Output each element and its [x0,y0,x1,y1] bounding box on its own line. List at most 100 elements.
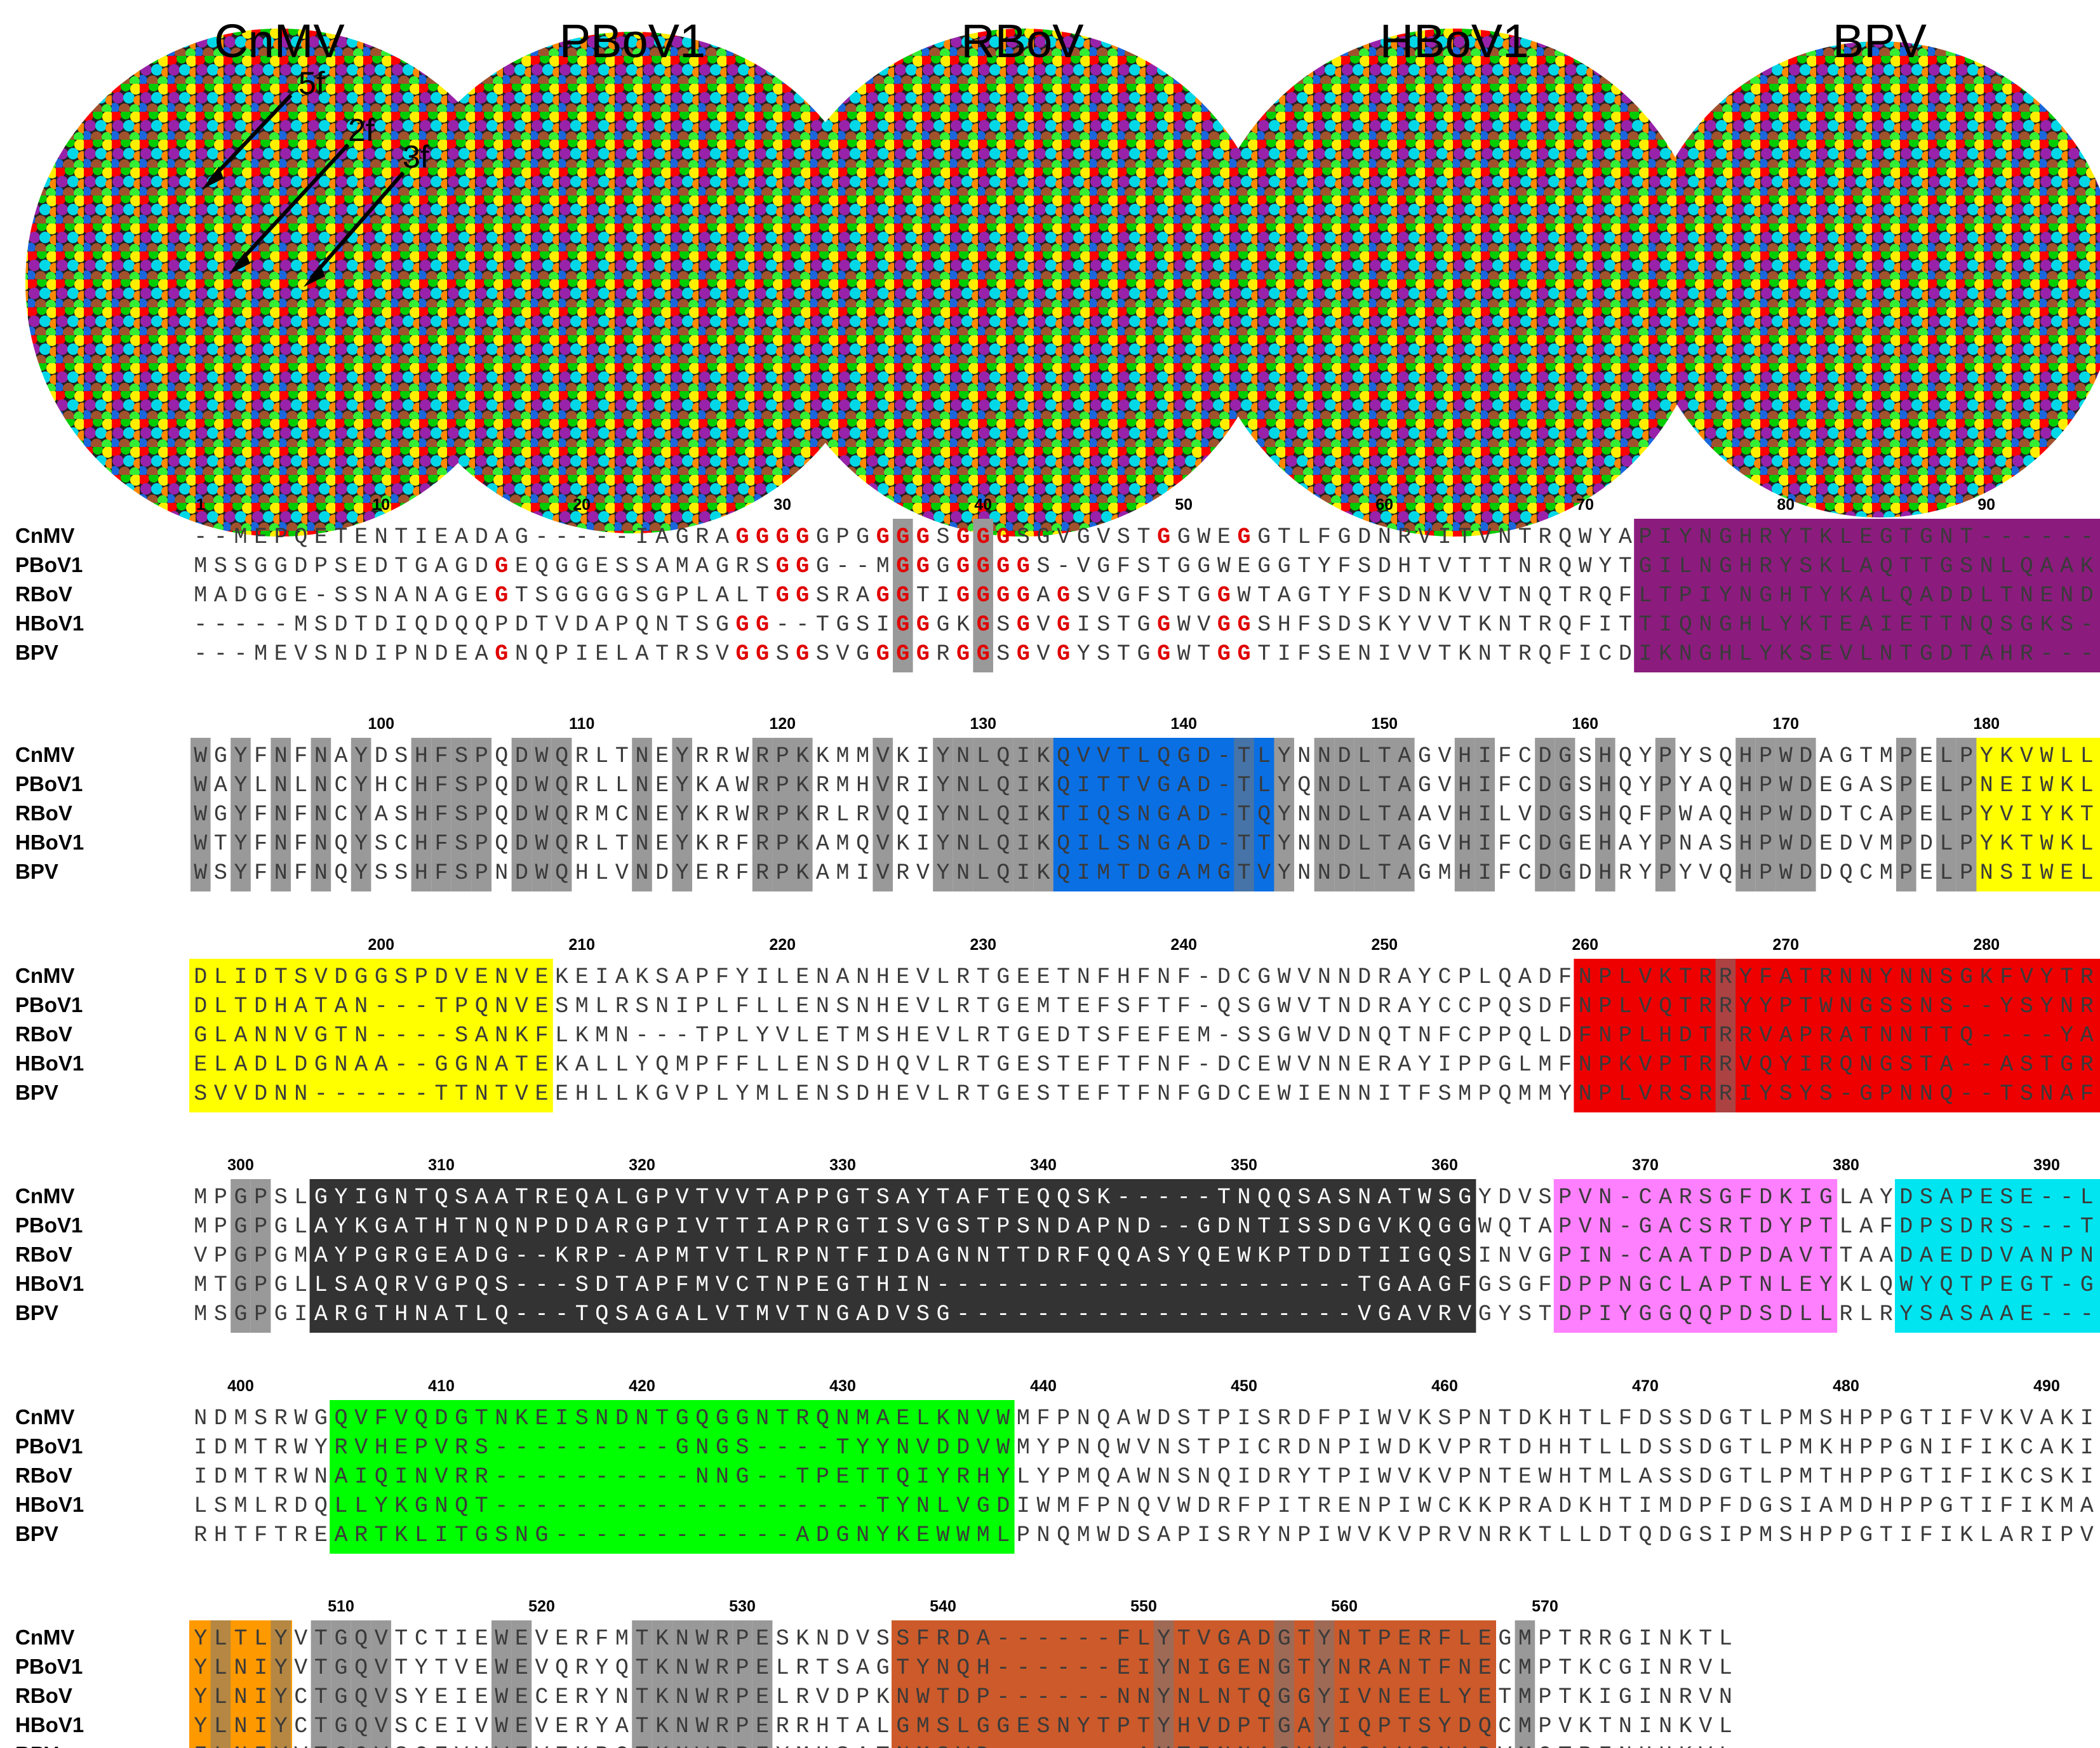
residue: P [655,1214,669,1239]
residue: T [756,1272,769,1298]
residue: S [816,583,829,608]
residue: - [2080,524,2094,550]
residue: Q [1257,802,1271,827]
residue: G [314,1406,328,1431]
residue: R [1659,1081,1672,1107]
residue: G [996,994,1010,1019]
residue: E [535,994,548,1019]
residue: - [1619,1214,1632,1239]
residue: Y [1819,583,1833,608]
residue: G [234,1243,247,1269]
residue: N [515,1214,528,1239]
residue: P [1920,1214,1933,1239]
residue: D [234,583,247,608]
residue: N [1117,1685,1130,1710]
residue: T [314,994,328,1019]
residue: V [1438,612,1451,637]
residue: - [655,1493,669,1519]
residue: G [1137,641,1150,667]
residue: M [194,1302,207,1327]
residue: D [1197,773,1210,798]
residue: R [575,773,589,798]
residue: G [615,1743,629,1748]
residue: N [274,831,288,857]
residue: T [1498,554,1511,579]
residue: A [595,612,608,637]
position-number: 200 [368,936,394,954]
residue: D [1558,1302,1572,1327]
residue: - [676,1523,689,1548]
residue: T [214,1272,227,1298]
residue: G [334,1626,347,1651]
residue: I [1137,1655,1150,1681]
residue: Q [555,831,568,857]
residue: P [1859,1435,1873,1460]
residue: F [1036,1406,1050,1431]
residue: E [896,964,909,990]
residue: W [1538,1464,1551,1490]
residue: S [1358,612,1371,637]
residue: G [1217,860,1231,886]
residue: G [916,641,930,667]
residue: G [1297,583,1311,608]
position-number: 410 [428,1377,455,1395]
residue: E [515,554,528,579]
residue: D [1297,1406,1311,1431]
residue: A [916,1243,930,1269]
residue: R [1478,1435,1492,1460]
residue: S [194,1081,207,1107]
residue: S [314,641,328,667]
residue: Q [334,831,347,857]
residue: W [495,1685,508,1710]
residue: - [2080,1302,2094,1327]
residue: Y [1779,554,1793,579]
residue: Y [2040,964,2053,990]
residue: S [1117,831,1130,857]
residue: P [1899,744,1913,769]
residue: R [334,1302,347,1327]
residue: A [1237,1626,1250,1651]
residue: I [2020,1493,2033,1519]
residue: V [1197,1626,1210,1651]
position-number: 40 [974,496,992,514]
residue: F [1498,744,1511,769]
residue: L [294,1185,307,1210]
position-number: 400 [227,1377,254,1395]
residue: - [555,1435,568,1460]
residue: - [1036,1626,1050,1651]
residue: - [495,1464,508,1490]
residue: C [294,1685,307,1710]
residue: R [455,1435,468,1460]
residue: Q [896,1052,909,1077]
residue: D [475,524,488,550]
conserved-column [1515,1620,1535,1748]
residue: A [816,860,829,886]
residue: D [856,1052,869,1077]
residue: S [1117,524,1130,550]
conserved-column [1936,738,1956,891]
residue: C [1598,1655,1612,1681]
residue: S [1017,524,1030,550]
residue: W [495,1714,508,1739]
residue: T [1057,1081,1070,1107]
residue: T [1237,860,1250,886]
residue: - [735,1493,749,1519]
residue: F [1358,583,1371,608]
residue: F [194,1743,207,1748]
residue: N [475,1081,488,1107]
residue: L [916,1406,930,1431]
residue: L [294,1214,307,1239]
residue: S [996,641,1010,667]
residue: L [977,802,990,827]
residue: L [2000,554,2013,579]
residue: H [1739,554,1752,579]
residue: G [1017,554,1030,579]
residue: R [936,1626,949,1651]
position-number: 350 [1231,1156,1257,1174]
residue: I [354,1464,368,1490]
residue: N [1337,1052,1351,1077]
residue: N [676,1655,689,1681]
residue: A [475,1185,488,1210]
residue: F [294,802,307,827]
